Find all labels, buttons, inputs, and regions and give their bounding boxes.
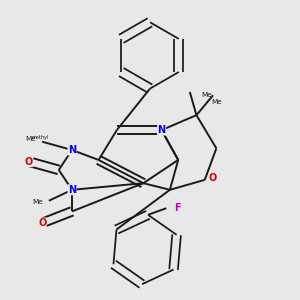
Text: N: N [68, 145, 76, 155]
Text: O: O [38, 218, 46, 228]
Text: O: O [209, 173, 217, 183]
Text: Me: Me [32, 200, 43, 206]
Text: Me: Me [211, 99, 222, 105]
Text: Me: Me [26, 136, 36, 142]
Text: Me: Me [201, 92, 212, 98]
Text: F: F [175, 203, 181, 213]
Text: N: N [158, 125, 166, 135]
Text: N: N [68, 185, 76, 195]
Text: methyl: methyl [32, 135, 49, 140]
Text: O: O [25, 157, 33, 166]
